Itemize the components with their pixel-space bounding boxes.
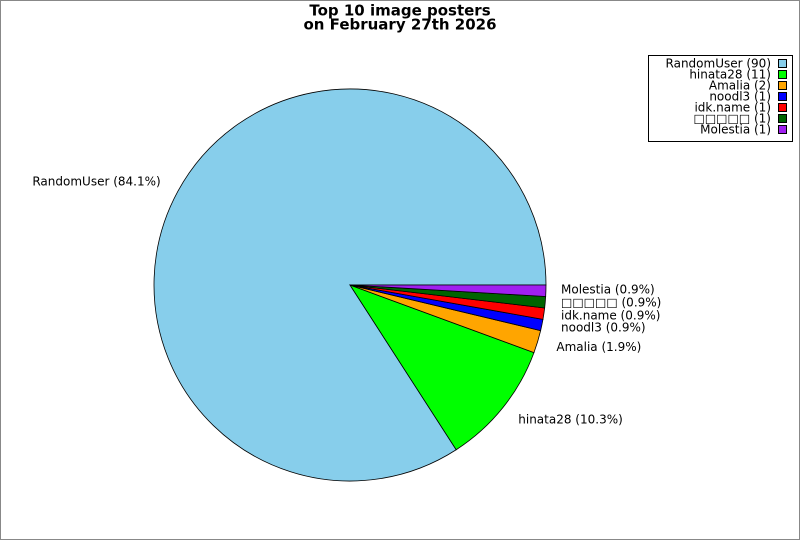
legend-label: hinata28 (11) bbox=[689, 68, 771, 82]
legend-swatch bbox=[778, 125, 787, 134]
pie-slice bbox=[349, 284, 547, 297]
legend-swatch bbox=[778, 59, 787, 68]
slice-label: RandomUser (84.1%) bbox=[32, 174, 160, 188]
legend-box bbox=[648, 55, 793, 142]
legend: RandomUser (90)hinata28 (11)Amalia (2)no… bbox=[648, 55, 793, 142]
legend-label: idk.name (1) bbox=[694, 101, 771, 115]
slice-label: Molestia (0.9%) bbox=[561, 283, 655, 297]
legend-label: Amalia (2) bbox=[709, 79, 771, 93]
legend-label: noodl3 (1) bbox=[709, 90, 771, 104]
legend-label: □□□□□ (1) bbox=[693, 112, 771, 126]
chart-title: Top 10 image posters bbox=[309, 2, 490, 20]
legend-swatch bbox=[778, 92, 787, 101]
legend-swatch bbox=[778, 70, 787, 79]
legend-swatch bbox=[778, 103, 787, 112]
slice-label: noodl3 (0.9%) bbox=[561, 321, 646, 335]
legend-swatch bbox=[778, 114, 787, 123]
slice-label: hinata28 (10.3%) bbox=[518, 412, 623, 426]
pie-slice bbox=[349, 284, 535, 451]
legend-swatch bbox=[778, 81, 787, 90]
slice-label: idk.name (0.9%) bbox=[561, 309, 660, 323]
legend-label: Molestia (1) bbox=[700, 123, 771, 137]
pie: RandomUser (84.1%) hinata28 (10.3%) Amalia… bbox=[32, 88, 661, 482]
chart-subtitle: on February 27th 2026 bbox=[303, 16, 496, 34]
slice-label: □□□□□ (0.9%) bbox=[561, 296, 661, 310]
legend-label: RandomUser (90) bbox=[666, 57, 771, 71]
slice-label: Amalia (1.9%) bbox=[556, 340, 641, 354]
